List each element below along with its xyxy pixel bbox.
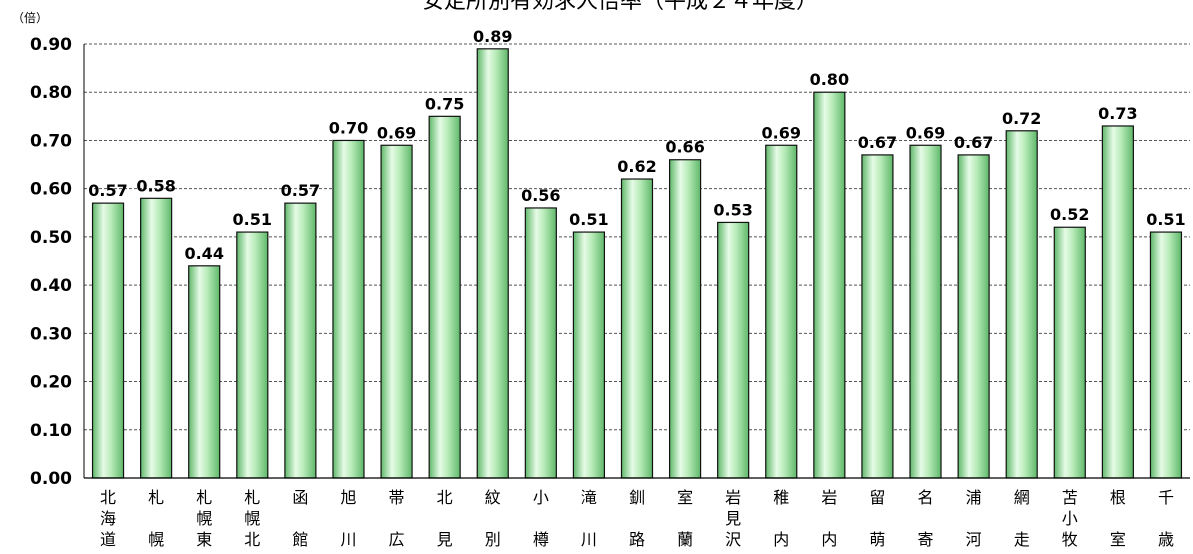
category-label: 名寄 [918,488,934,549]
category-label: 帯広 [389,488,405,549]
category-label: 旭川 [340,488,356,549]
category-label: 苫小牧 [1062,488,1078,549]
category-label: 浦河 [966,488,982,549]
bar-16 [813,91,846,479]
category-label: 函館 [292,488,308,549]
bar-9 [476,48,509,479]
bars [91,48,1183,479]
bar-6 [332,139,365,479]
y-tick-label: 0.70 [30,131,72,151]
data-label: 0.52 [1050,205,1089,224]
data-label: 0.69 [762,123,801,142]
category-label: 稚内 [773,488,789,549]
y-tick-label: 0.40 [30,276,72,296]
y-tick-label: 0.00 [30,469,72,489]
bar-22 [1101,125,1134,479]
category-label: 滝川 [581,488,597,549]
category-label: 千歳 [1158,488,1174,549]
data-label: 0.57 [88,181,127,200]
category-label: 岩内 [821,488,837,549]
bar-15 [765,144,798,479]
data-label: 0.72 [1002,109,1041,128]
data-label: 0.70 [329,118,368,137]
bar-1 [91,202,125,479]
chart-title: 安定所別有効求人倍率（平成２４年度） [422,0,818,14]
data-label: 0.67 [858,133,897,152]
data-label: 0.75 [425,94,464,113]
bar-2 [140,197,173,479]
category-label: 根室 [1110,488,1126,549]
category-label: 室蘭 [677,488,693,549]
bar-7 [380,144,413,479]
bar-17 [861,154,894,479]
data-label: 0.53 [713,200,752,219]
data-label: 0.73 [1098,104,1137,123]
y-tick-label: 0.90 [30,35,72,55]
data-labels: 0.57 0.58 0.44 0.51 0.57 0.70 0.69 0.75 0.89 0.56… [88,27,1185,263]
bar-10 [524,207,557,479]
category-label: 留萌 [869,488,885,549]
bar-4 [236,231,269,479]
category-label: 札幌東 [196,488,212,549]
category-label: 札幌北 [244,488,260,549]
bar-12 [620,178,654,479]
data-label: 0.51 [569,210,608,229]
data-label: 0.57 [281,181,320,200]
y-tick-label: 0.20 [30,373,72,393]
data-label: 0.56 [521,186,560,205]
bar-14 [717,221,750,479]
bar-11 [572,231,606,479]
bar-8 [428,115,461,479]
unit-label: （倍） [12,10,48,25]
data-label: 0.44 [184,244,223,263]
bar-18 [909,144,942,479]
bar-23 [1149,231,1183,479]
data-label: 0.80 [810,70,849,89]
bar-13 [668,159,702,479]
y-tick-label: 0.80 [30,83,72,103]
bar-19 [957,154,990,479]
category-label: 紋別 [485,488,501,549]
category-label: 網走 [1014,488,1030,549]
data-label: 0.58 [136,176,175,195]
y-tick-labels: 0.00 0.10 0.20 0.30 0.40 0.50 0.60 0.70 0.80 0.90 [30,35,72,489]
data-label: 0.51 [233,210,272,229]
bar-20 [1005,130,1038,479]
bar-5 [284,202,317,479]
y-tick-label: 0.30 [30,324,72,344]
data-label: 0.69 [906,123,945,142]
y-tick-label: 0.60 [30,180,72,200]
data-label: 0.69 [377,123,416,142]
y-tick-label: 0.10 [30,421,72,441]
data-label: 0.66 [665,138,704,157]
bar-21 [1053,226,1086,479]
y-tick-label: 0.50 [30,228,72,248]
category-label: 小樽 [533,488,549,549]
data-label: 0.62 [617,157,656,176]
data-label: 0.67 [954,133,993,152]
category-label: 北見 [437,488,453,549]
data-label: 0.51 [1146,210,1185,229]
category-label: 札幌 [148,488,164,549]
data-label: 0.89 [473,27,512,46]
category-label: 北海道 [100,488,116,549]
category-label: 岩見沢 [725,488,741,549]
bar-3 [188,265,221,479]
category-label: 釧路 [629,488,645,549]
